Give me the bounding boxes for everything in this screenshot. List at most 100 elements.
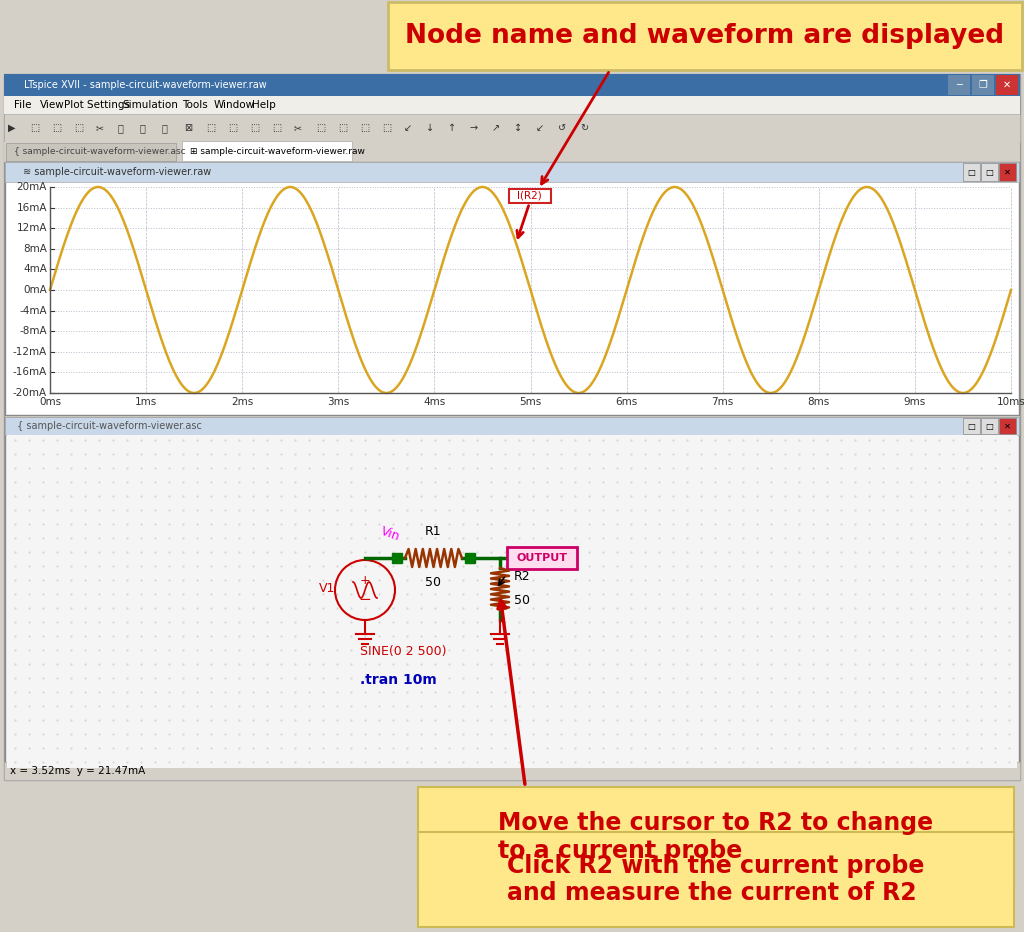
- Text: 🔍: 🔍: [118, 123, 124, 133]
- Text: ✂: ✂: [96, 123, 104, 133]
- Bar: [963, 163, 980, 181]
- Text: 0ms: 0ms: [39, 397, 61, 407]
- Bar: [7, 435, 1017, 768]
- Text: R2: R2: [514, 570, 530, 583]
- Bar: [972, 75, 994, 95]
- Text: Plot Settings: Plot Settings: [63, 100, 130, 110]
- Text: 7ms: 7ms: [712, 397, 734, 407]
- Text: ↕: ↕: [514, 123, 522, 133]
- Text: Tools: Tools: [182, 100, 208, 110]
- Bar: [981, 418, 998, 434]
- Text: LTspice XVII - sample-circuit-waveform-viewer.raw: LTspice XVII - sample-circuit-waveform-v…: [24, 80, 266, 90]
- Text: ⬚: ⬚: [74, 123, 83, 133]
- Text: □: □: [985, 421, 993, 431]
- Bar: [999, 418, 1016, 434]
- Text: ⬚: ⬚: [250, 123, 259, 133]
- Text: -20mA: -20mA: [13, 388, 47, 398]
- Bar: [507, 547, 577, 569]
- Text: V1: V1: [318, 582, 335, 595]
- Text: ⬚: ⬚: [316, 123, 326, 133]
- Text: ✕: ✕: [1002, 80, 1011, 90]
- Text: 🔍: 🔍: [140, 123, 145, 133]
- Text: -4mA: -4mA: [19, 306, 47, 316]
- Text: Move the cursor to R2 to change
to a current probe: Move the cursor to R2 to change to a cur…: [499, 811, 934, 863]
- Text: Vin: Vin: [379, 525, 401, 544]
- Text: -12mA: -12mA: [12, 347, 47, 357]
- Text: 6ms: 6ms: [615, 397, 638, 407]
- Text: Node name and waveform are displayed: Node name and waveform are displayed: [406, 23, 1005, 49]
- Text: ⬚: ⬚: [382, 123, 391, 133]
- Bar: [4, 74, 1020, 780]
- Bar: [418, 787, 1014, 887]
- Text: File: File: [14, 100, 32, 110]
- Bar: [50, 187, 1011, 393]
- Bar: [509, 189, 551, 203]
- Text: □: □: [985, 168, 993, 176]
- Bar: [4, 114, 1020, 142]
- Text: 4mA: 4mA: [24, 265, 47, 274]
- Text: ⊠: ⊠: [184, 123, 193, 133]
- Text: ↓: ↓: [426, 123, 434, 133]
- Text: 12mA: 12mA: [16, 223, 47, 233]
- Text: Simulation: Simulation: [122, 100, 178, 110]
- Text: 50: 50: [426, 576, 441, 589]
- Text: −: −: [358, 593, 372, 608]
- Text: 5ms: 5ms: [519, 397, 542, 407]
- Text: ↑: ↑: [449, 123, 456, 133]
- Text: ⬚: ⬚: [30, 123, 39, 133]
- Text: →: →: [470, 123, 478, 133]
- Text: 4ms: 4ms: [423, 397, 445, 407]
- Bar: [5, 417, 1019, 435]
- Bar: [4, 762, 1020, 780]
- Text: 2ms: 2ms: [231, 397, 253, 407]
- Bar: [996, 75, 1018, 95]
- Text: ⬚: ⬚: [228, 123, 238, 133]
- Text: OUTPUT: OUTPUT: [516, 553, 567, 563]
- Text: 20mA: 20mA: [16, 182, 47, 192]
- Bar: [5, 417, 1019, 770]
- Text: ⬚: ⬚: [206, 123, 215, 133]
- Text: ─: ─: [956, 80, 962, 90]
- Bar: [981, 163, 998, 181]
- Text: { sample-circuit-waveform-viewer.asc: { sample-circuit-waveform-viewer.asc: [17, 421, 202, 431]
- Text: .tran 10m: .tran 10m: [360, 673, 437, 687]
- Text: ✕: ✕: [1004, 421, 1011, 431]
- Text: I(R2): I(R2): [517, 191, 542, 201]
- Text: ⬚: ⬚: [338, 123, 347, 133]
- Text: 50: 50: [514, 595, 530, 608]
- Text: R1: R1: [425, 525, 441, 538]
- Bar: [963, 418, 980, 434]
- Text: ▶: ▶: [8, 123, 15, 133]
- Text: { sample-circuit-waveform-viewer.asc: { sample-circuit-waveform-viewer.asc: [14, 147, 185, 157]
- Text: SINE(0 2 500): SINE(0 2 500): [360, 646, 446, 659]
- Bar: [4, 142, 1020, 162]
- Text: 9ms: 9ms: [904, 397, 926, 407]
- Text: ⊞ sample-circuit-waveform-viewer.raw: ⊞ sample-circuit-waveform-viewer.raw: [190, 147, 365, 157]
- Bar: [999, 163, 1016, 181]
- Text: x = 3.52ms  y = 21.47mA: x = 3.52ms y = 21.47mA: [10, 766, 145, 776]
- Text: ↙: ↙: [536, 123, 544, 133]
- Text: Window: Window: [214, 100, 255, 110]
- Text: 10ms: 10ms: [996, 397, 1024, 407]
- Text: View: View: [40, 100, 65, 110]
- Text: Click R2 with the current probe
and measure the current of R2: Click R2 with the current probe and meas…: [507, 854, 925, 905]
- Text: ↻: ↻: [580, 123, 588, 133]
- Text: 8mA: 8mA: [24, 244, 47, 254]
- Text: ✂: ✂: [294, 123, 302, 133]
- Text: Help: Help: [252, 100, 275, 110]
- Text: -16mA: -16mA: [12, 367, 47, 377]
- Text: -8mA: -8mA: [19, 326, 47, 336]
- Bar: [4, 96, 1020, 114]
- Text: 0mA: 0mA: [24, 285, 47, 295]
- Text: 16mA: 16mA: [16, 202, 47, 212]
- Bar: [6, 143, 176, 161]
- Text: □: □: [967, 168, 975, 176]
- Text: ✕: ✕: [1004, 168, 1011, 176]
- Text: ❐: ❐: [979, 80, 987, 90]
- Bar: [182, 141, 352, 161]
- Text: ↙: ↙: [404, 123, 412, 133]
- Text: 3ms: 3ms: [328, 397, 349, 407]
- Text: ↺: ↺: [558, 123, 566, 133]
- Text: ⬚: ⬚: [272, 123, 282, 133]
- Bar: [4, 74, 1020, 96]
